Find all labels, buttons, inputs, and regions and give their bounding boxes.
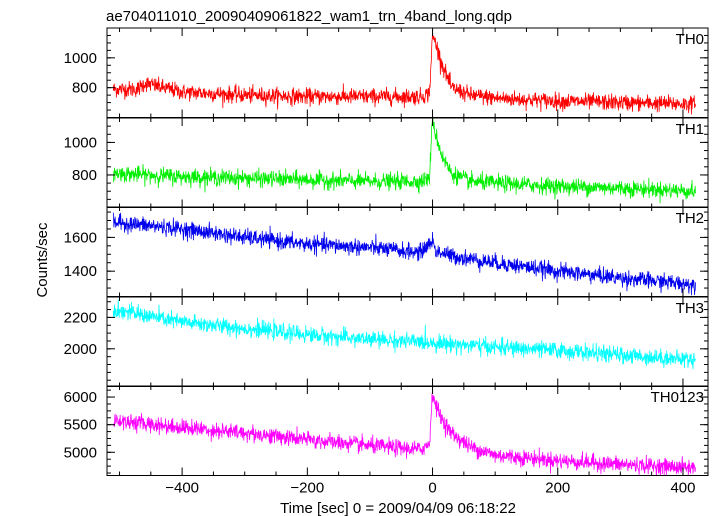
x-tick-label: 200	[545, 480, 570, 497]
y-tick-label: 5500	[64, 417, 97, 434]
panel-th3: TH3 2000 2200	[64, 296, 709, 387]
y-tick-label: 1000	[64, 50, 97, 67]
y-axis-label: Counts/sec	[34, 222, 51, 298]
panel-label: TH3	[676, 300, 704, 317]
y-tick-label: 800	[72, 167, 97, 184]
x-tick-labels: −400 −200 0 200 400	[165, 480, 695, 497]
panel-th0123: TH0123 5000 5500 6000	[64, 385, 709, 476]
y-tick-label: 1400	[64, 263, 97, 280]
x-tick-label: 0	[428, 480, 436, 497]
panel-label: TH0	[676, 31, 704, 48]
panel-label: TH2	[676, 210, 704, 227]
panel-th1: TH1 800 1000	[64, 117, 709, 208]
series-line-th3	[112, 299, 696, 370]
series-line-th1	[112, 118, 696, 204]
panels: TH08001000TH18001000TH214001600TH3200022…	[64, 27, 709, 497]
panel-frame	[106, 117, 709, 208]
chart-title: ae704011010_20090409061822_wam1_trn_4ban…	[106, 8, 512, 25]
series-line-th2	[112, 212, 696, 296]
panel-label: TH0123	[651, 389, 704, 406]
y-tick-label: 800	[72, 80, 97, 97]
panel-th0: TH0 800 1000	[64, 27, 709, 118]
x-tick-label: 400	[670, 480, 695, 497]
series-line-th0	[112, 30, 696, 115]
x-tick-label: −400	[165, 480, 199, 497]
panel-th2: TH2 1400 1600	[64, 206, 709, 297]
y-tick-label: 6000	[64, 389, 97, 406]
y-tick-label: 5000	[64, 444, 97, 461]
y-tick-label: 2000	[64, 341, 97, 358]
y-tick-label: 1000	[64, 134, 97, 151]
y-tick-label: 2200	[64, 309, 97, 326]
y-tick-label: 1600	[64, 229, 97, 246]
panel-label: TH1	[676, 121, 704, 138]
x-axis-label: Time [sec] 0 = 2009/04/09 06:18:22	[280, 500, 516, 516]
x-tick-label: −200	[290, 480, 324, 497]
series-line-th0123	[112, 393, 696, 476]
panel-frame	[106, 385, 709, 476]
